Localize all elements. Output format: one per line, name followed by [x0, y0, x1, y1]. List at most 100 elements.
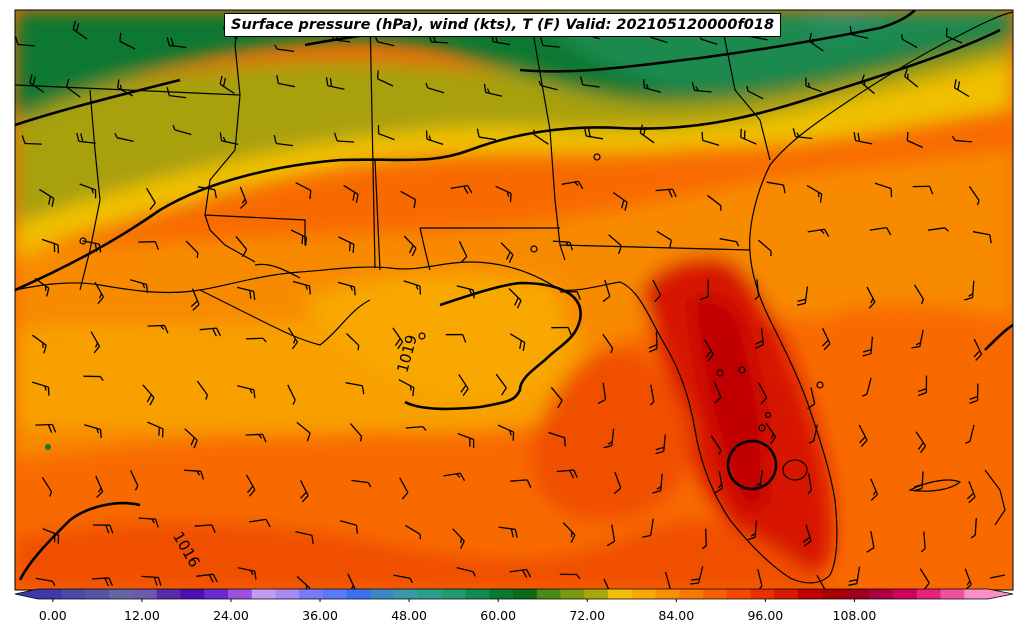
- wind-barb: [235, 235, 248, 258]
- wind-barb: [32, 334, 47, 354]
- colorbar-swatch: [679, 589, 704, 599]
- colorbar-swatch: [61, 589, 86, 599]
- wind-barb: [655, 188, 677, 198]
- wind-barb: [656, 230, 672, 249]
- wind-barb: [602, 333, 614, 354]
- wind-barb: [497, 424, 515, 441]
- wind-barb: [913, 471, 924, 492]
- colorbar-swatch: [489, 589, 514, 599]
- colorbar-swatch: [631, 589, 656, 599]
- wind-barb: [746, 85, 764, 100]
- wind-barb: [325, 77, 345, 90]
- colorbar-tick-label: 12.00: [124, 608, 160, 623]
- wind-barb: [338, 236, 355, 253]
- wind-barb: [184, 428, 198, 449]
- wind-barb: [300, 480, 309, 503]
- wind-barb: [292, 280, 311, 295]
- colorbar-swatch: [845, 589, 870, 599]
- wind-barb: [452, 528, 465, 549]
- wind-barb: [796, 286, 809, 306]
- wind-barb: [450, 184, 473, 194]
- wind-barb: [375, 36, 395, 47]
- wind-barb: [860, 74, 875, 95]
- wind-barb: [714, 471, 724, 494]
- colorbar-swatch: [370, 589, 395, 599]
- colorbar-swatch: [251, 589, 276, 599]
- colorbar-swatch: [346, 589, 371, 599]
- colorbar-ticks: 0.00 12.00 24.00 36.00 48.00 60.00 72.00 84.00 9…: [39, 599, 876, 623]
- wind-barb: [483, 83, 503, 97]
- wind-barb: [603, 428, 615, 449]
- wind-barb: [690, 566, 704, 585]
- wind-barb: [751, 470, 763, 490]
- wind-barb: [966, 480, 976, 504]
- wind-barb: [806, 185, 823, 203]
- wind-barb: [476, 128, 497, 141]
- colorbar-swatch: [441, 589, 466, 599]
- wind-barb: [559, 573, 581, 579]
- wind-barb: [704, 339, 714, 362]
- colorbar-swatch: [299, 589, 324, 599]
- wind-barb: [713, 381, 722, 404]
- wind-barb: [183, 469, 204, 480]
- wind-barb: [249, 518, 271, 528]
- wind-barb: [351, 479, 372, 488]
- wind-barb: [445, 333, 467, 343]
- wind-barb: [548, 431, 566, 447]
- wind-barb: [15, 36, 35, 47]
- colorbar-swatch: [608, 589, 633, 599]
- wind-barb: [597, 382, 607, 405]
- wind-barb: [561, 180, 584, 190]
- colorbar-tick-label: 60.00: [480, 608, 516, 623]
- wind-barb: [273, 135, 294, 147]
- wind-barb: [912, 185, 934, 195]
- wind-barb: [808, 32, 824, 52]
- colorbar-tick-label: 96.00: [747, 608, 783, 623]
- wind-barb: [560, 291, 581, 300]
- wind-barb: [35, 423, 57, 433]
- colorbar-swatch: [109, 589, 134, 599]
- colorbar-tick-label: 48.00: [391, 608, 427, 623]
- wind-barb: [848, 566, 861, 586]
- wind-barb: [443, 472, 466, 481]
- wind-barb: [42, 528, 60, 544]
- wind-barb: [237, 567, 257, 580]
- colorbar-swatch: [323, 589, 348, 599]
- colorbar-tick-label: 84.00: [658, 608, 694, 623]
- wind-barb: [550, 386, 563, 409]
- wind-barb: [196, 380, 209, 400]
- colorbar-tick-label: 24.00: [213, 608, 249, 623]
- wind-barb: [138, 517, 159, 528]
- wind-barb: [287, 327, 299, 350]
- colorbar-swatch: [584, 589, 609, 599]
- colorbar-swatch: [228, 589, 253, 599]
- colorbar-swatch: [750, 589, 775, 599]
- wind-barb: [500, 242, 514, 263]
- wind-barb: [754, 279, 760, 301]
- wind-barb: [740, 128, 757, 145]
- colorbar-swatch: [821, 589, 846, 599]
- wind-barb: [91, 577, 114, 587]
- wind-barb: [92, 524, 114, 534]
- wind-barb: [337, 281, 356, 296]
- wind-barb: [219, 132, 239, 146]
- wind-barb: [349, 423, 363, 442]
- wind-barb: [172, 125, 192, 136]
- colorbar-swatch: [513, 589, 538, 599]
- wind-barb: [393, 574, 413, 584]
- wind-barb: [965, 424, 975, 444]
- colorbar-swatch: [180, 589, 205, 599]
- wind-barb: [199, 327, 221, 337]
- wind-barb: [295, 182, 312, 199]
- wind-barb: [920, 531, 926, 553]
- wind-barb: [969, 383, 979, 404]
- wind-barb: [972, 231, 992, 244]
- wind-barb: [130, 279, 148, 294]
- isobars: [15, 10, 1013, 581]
- wind-barb: [862, 336, 874, 357]
- wind-barb: [245, 474, 256, 497]
- wind-barb: [185, 240, 199, 259]
- wind-barb: [398, 379, 415, 397]
- wind-barb: [296, 421, 311, 442]
